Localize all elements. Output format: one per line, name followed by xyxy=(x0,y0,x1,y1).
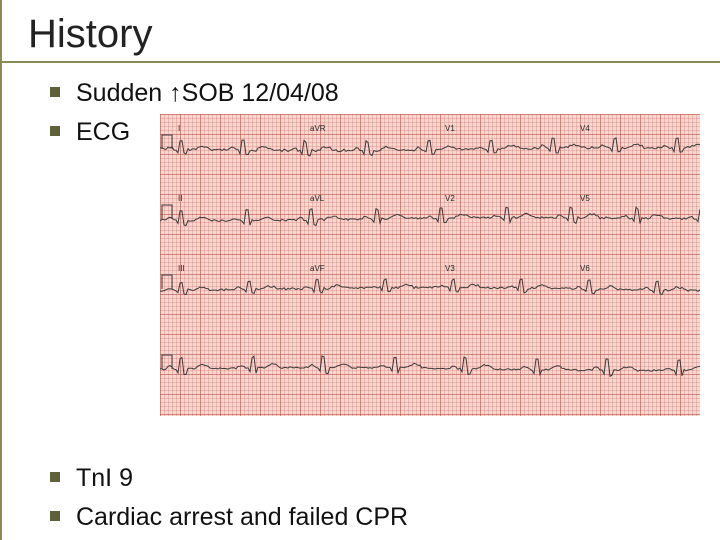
bullet-text: TnI 9 xyxy=(76,462,133,495)
ecg-calibration xyxy=(162,205,172,219)
ecg-lead-label: aVR xyxy=(310,124,326,133)
ecg-lead-label: III xyxy=(178,264,185,273)
ecg-trace xyxy=(160,355,700,375)
bullet-row: Sudden ↑SOB 12/04/08 xyxy=(50,77,700,110)
ecg-lead-label: V5 xyxy=(580,194,590,203)
ecg-background: IaVR V1 V4 II aVL V2 V5 III aVF V3 V6 xyxy=(160,114,700,416)
slide-title: History xyxy=(22,12,700,57)
slide-content: Sudden ↑SOB 12/04/08 ECG IaVR V1 V4 II aVL V2… xyxy=(22,77,700,533)
bullet-text: Sudden ↑SOB 12/04/08 xyxy=(76,77,339,110)
ecg-calibration xyxy=(162,135,172,149)
bullet-row: ECG IaVRV1V4IIaVLV2V5IIIaVFV3V6 xyxy=(50,116,700,149)
bullet-icon xyxy=(50,126,60,136)
bullet-text: Cardiac arrest and failed CPR xyxy=(76,501,408,534)
ecg-trace xyxy=(160,137,700,155)
bullet-icon xyxy=(50,87,60,97)
ecg-trace xyxy=(160,207,700,225)
ecg-trace xyxy=(160,278,700,294)
ecg-lead-label: V4 xyxy=(580,124,590,133)
bullet-icon xyxy=(50,472,60,482)
ecg-lead-label: V3 xyxy=(445,264,455,273)
bullet-text: ECG xyxy=(76,116,130,149)
ecg-traces xyxy=(160,114,700,416)
ecg-lead-label: II xyxy=(178,194,182,203)
bullet-icon xyxy=(50,511,60,521)
bullet-row: Cardiac arrest and failed CPR xyxy=(50,501,700,534)
title-rule xyxy=(2,61,720,63)
ecg-lead-label: I xyxy=(178,124,180,133)
ecg-lead-label: aVL xyxy=(310,194,324,203)
ecg-lead-label: V6 xyxy=(580,264,590,273)
ecg-image: IaVR V1 V4 II aVL V2 V5 III aVF V3 V6 xyxy=(160,114,700,416)
ecg-lead-label: aVF xyxy=(310,264,325,273)
slide: History Sudden ↑SOB 12/04/08 ECG IaVR V1 V… xyxy=(0,0,720,540)
ecg-calibration xyxy=(162,275,172,289)
ecg-lead-label: V2 xyxy=(445,194,455,203)
bullet-row: TnI 9 xyxy=(50,462,700,495)
ecg-lead-label: V1 xyxy=(445,124,455,133)
